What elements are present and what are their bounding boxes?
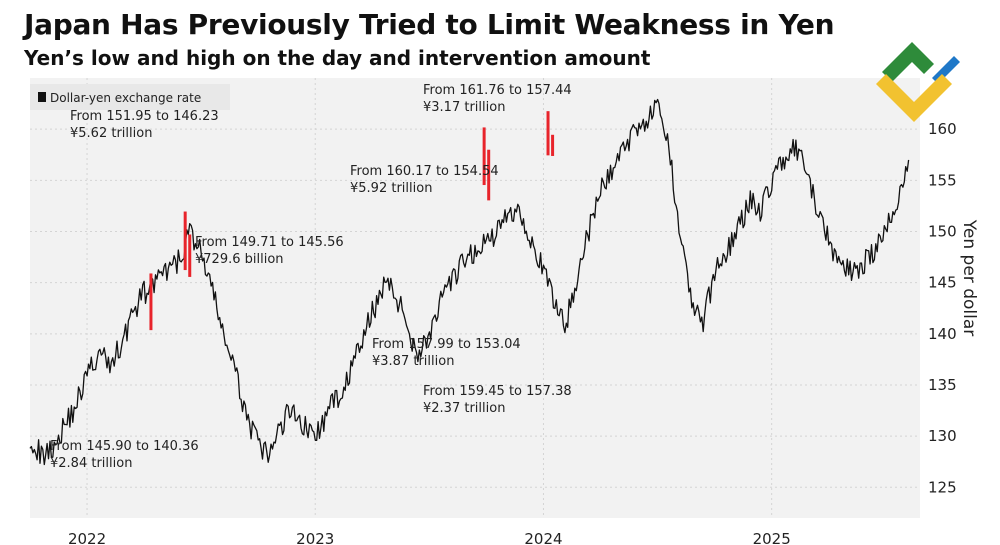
y-tick-label: 130 (928, 427, 957, 445)
intervention-amount-label: ¥3.87 trillion (372, 354, 454, 369)
intervention-range-label: From 145.90 to 140.36 (50, 439, 199, 454)
intervention-range-label: From 149.71 to 145.56 (195, 235, 344, 250)
y-axis-label: Yen per dollar (959, 219, 979, 336)
legend-label: Dollar-yen exchange rate (50, 91, 201, 105)
y-tick-label: 125 (928, 478, 957, 496)
x-tick-label: 2025 (753, 530, 791, 545)
y-tick-label: 135 (928, 376, 957, 394)
series-line (29, 98, 910, 466)
x-tick-label: 2024 (524, 530, 562, 545)
intervention-amount-label: ¥729.6 billion (195, 252, 284, 267)
intervention-range-label: From 160.17 to 154.54 (350, 164, 499, 179)
plot-area: From 145.90 to 140.36 ¥2.84 trillion From … (29, 78, 979, 545)
y-tick-label: 150 (928, 222, 957, 240)
logo-yellow-chevron (876, 74, 952, 122)
x-tick-label: 2022 (68, 530, 106, 545)
chart-title: Japan Has Previously Tried to Limit Weak… (24, 8, 835, 41)
y-tick-label: 160 (928, 120, 957, 138)
intervention-amount-label: ¥5.92 trillion (350, 181, 432, 196)
brand-logo-icon (876, 42, 960, 122)
intervention-amount-label: ¥3.17 trillion (423, 100, 505, 115)
logo-green-chevron (882, 42, 934, 82)
intervention-range-label: From 157.99 to 153.04 (372, 337, 521, 352)
intervention-range-label: From 151.95 to 146.23 (70, 109, 219, 124)
intervention-amount-label: ¥2.37 trillion (423, 401, 505, 416)
chart-svg: From 145.90 to 140.36 ¥2.84 trillion From … (29, 78, 979, 545)
legend-box (30, 84, 230, 110)
legend-swatch (38, 92, 46, 102)
intervention-range-label: From 159.45 to 157.38 (423, 384, 572, 399)
chart-subtitle: Yen’s low and high on the day and interv… (24, 46, 651, 70)
y-tick-label: 155 (928, 171, 957, 189)
x-tick-label: 2023 (296, 530, 334, 545)
intervention-amount-label: ¥5.62 trillion (70, 126, 152, 141)
intervention-range-label: From 161.76 to 157.44 (423, 83, 572, 98)
y-tick-label: 140 (928, 325, 957, 343)
intervention-amount-label: ¥2.84 trillion (50, 456, 132, 471)
y-tick-label: 145 (928, 274, 957, 292)
